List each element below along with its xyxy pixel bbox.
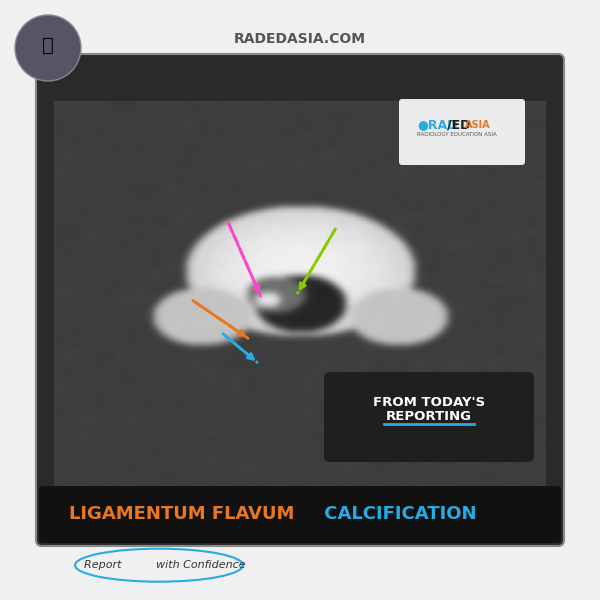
Text: CALCIFICATION: CALCIFICATION bbox=[318, 505, 476, 523]
Text: RADIOLOGY EDUCATION ASIA: RADIOLOGY EDUCATION ASIA bbox=[417, 133, 497, 137]
Text: RADEDASIA.COM: RADEDASIA.COM bbox=[234, 32, 366, 46]
Text: with Confidence: with Confidence bbox=[156, 560, 245, 570]
Text: REPORTING: REPORTING bbox=[386, 410, 472, 424]
Text: /ED: /ED bbox=[447, 118, 470, 131]
FancyBboxPatch shape bbox=[324, 372, 534, 462]
Text: LIGAMENTUM FLAVUM: LIGAMENTUM FLAVUM bbox=[69, 505, 295, 523]
Circle shape bbox=[15, 15, 81, 81]
Text: ASIA: ASIA bbox=[465, 120, 491, 130]
Text: Report: Report bbox=[84, 560, 125, 570]
Text: FROM TODAY'S: FROM TODAY'S bbox=[373, 395, 485, 409]
FancyBboxPatch shape bbox=[36, 54, 564, 546]
Text: 👤: 👤 bbox=[42, 35, 54, 55]
FancyBboxPatch shape bbox=[39, 486, 561, 543]
Text: ●RAD: ●RAD bbox=[417, 118, 457, 131]
FancyBboxPatch shape bbox=[399, 99, 525, 165]
